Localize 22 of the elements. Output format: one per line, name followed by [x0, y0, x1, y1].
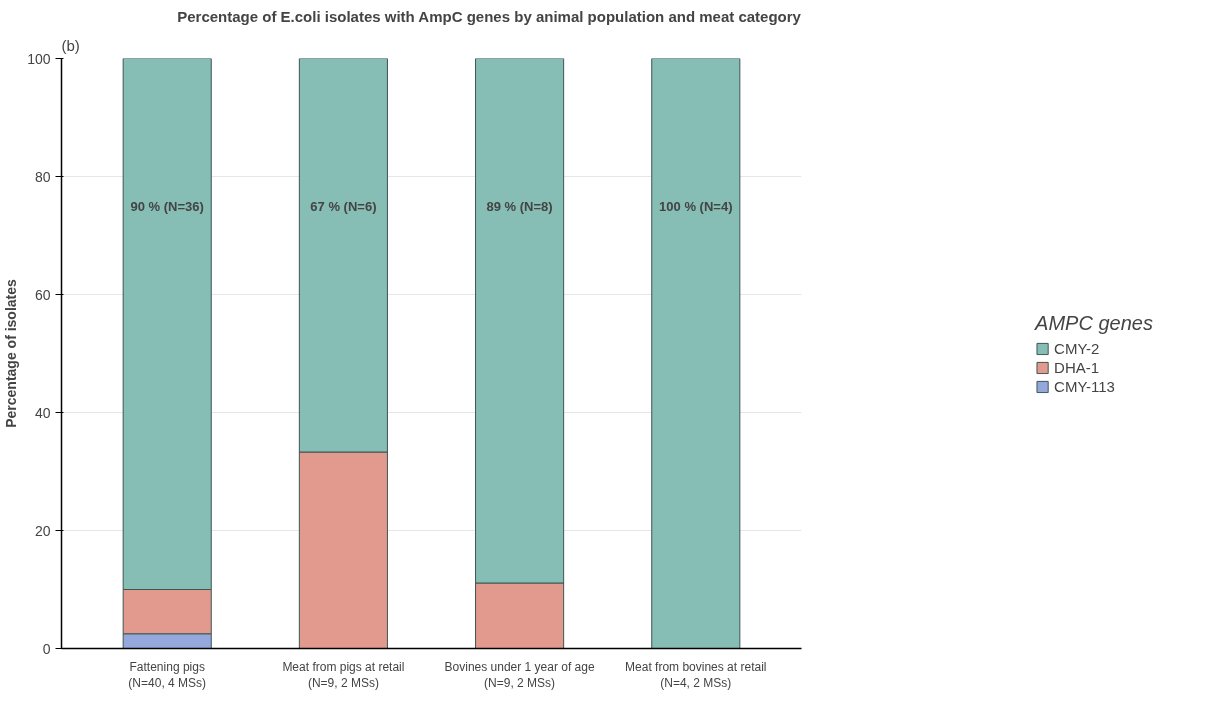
y-axis-title: Percentage of isolates: [3, 278, 20, 428]
x-tick-label: Fattening pigs (N=40, 4 MSs): [128, 659, 207, 691]
legend-label: CMY-2: [1054, 339, 1100, 357]
y-tick-label: 60: [34, 286, 51, 303]
bar: [651, 58, 741, 649]
chart-title: Percentage of E.coli isolates with AmpC genes by animal population and meat category: [177, 7, 802, 25]
data-label: 89 % (N=8): [486, 198, 553, 214]
data-label: 90 % (N=36): [130, 198, 204, 214]
y-tick-label: 40: [34, 404, 51, 421]
y-tick-label: 80: [34, 168, 51, 185]
y-tick-label: 0: [42, 640, 51, 657]
data-label: 100 % (N=4): [659, 198, 733, 214]
y-tick-label: 20: [34, 522, 51, 539]
x-tick-label: Meat from bovines at retail (N=4, 2 MSs): [625, 659, 767, 691]
x-tick-label: Bovines under 1 year of age (N=9, 2 MSs): [444, 659, 595, 691]
legend-title: AMPC genes: [1035, 311, 1153, 335]
data-label: 67 % (N=6): [310, 198, 377, 214]
y-tick-label: 100: [27, 50, 51, 67]
x-tick-label: Meat from pigs at retail (N=9, 2 MSs): [282, 659, 405, 691]
legend-label: CMY-113: [1054, 377, 1115, 395]
text: (b): [61, 36, 80, 54]
legend-label: DHA-1: [1054, 358, 1100, 376]
